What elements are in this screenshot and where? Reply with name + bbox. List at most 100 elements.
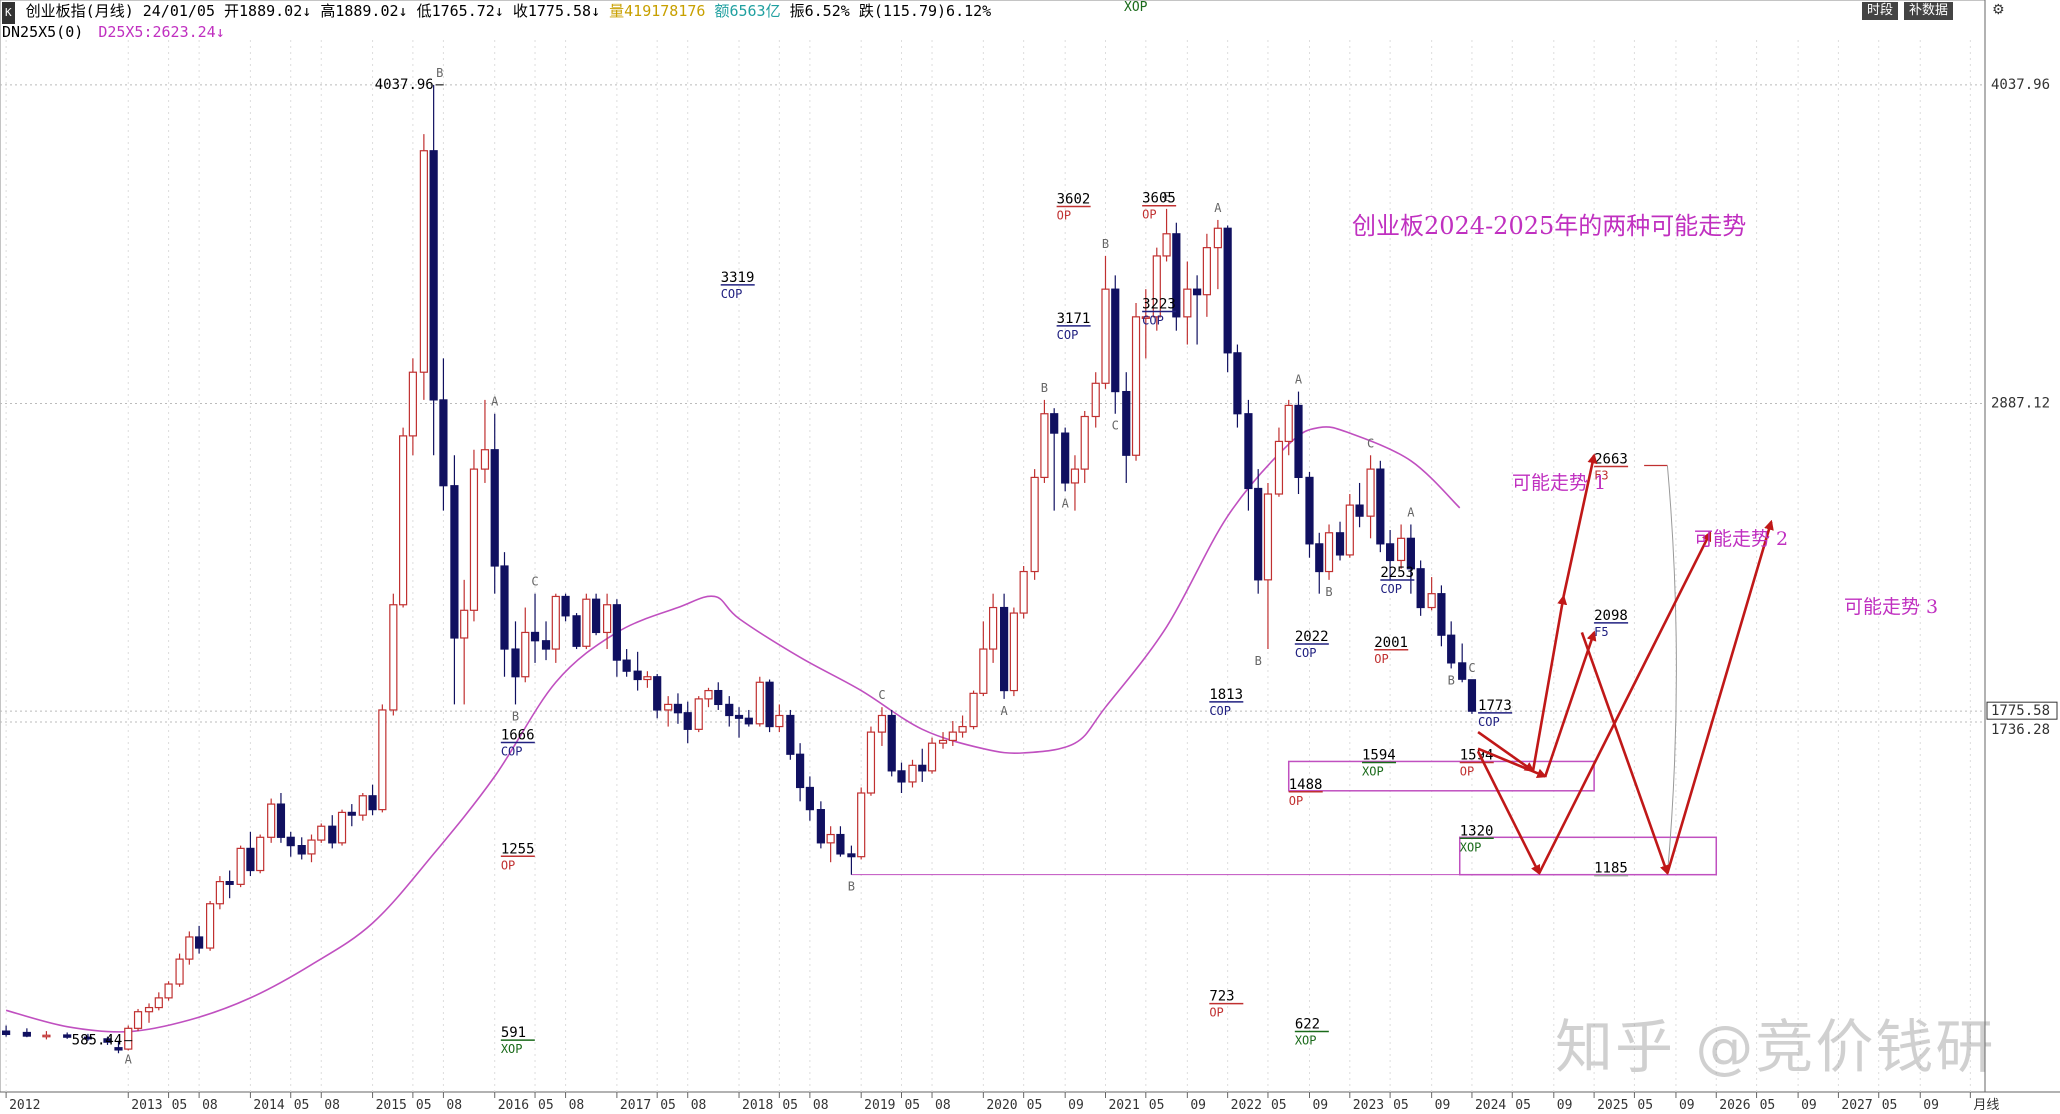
candle-body <box>1050 413 1059 434</box>
candle <box>1223 225 1232 373</box>
candle <box>347 804 356 827</box>
x-tick-label: 05 <box>1271 1098 1287 1113</box>
annotations: 4037.96585.443602OP3605OP3319COP3171COP3… <box>72 77 1629 1056</box>
candle <box>551 593 560 663</box>
ma-line <box>5 426 1461 1033</box>
quote-date: 24/01/05 <box>142 2 215 20</box>
candle-body <box>897 770 906 783</box>
candle-body <box>500 565 509 650</box>
candle <box>775 704 784 733</box>
candle <box>246 831 255 877</box>
candle-body <box>1070 468 1080 484</box>
candle-body <box>337 811 347 844</box>
candle-body <box>408 371 417 437</box>
scenario-arrow <box>1531 594 1568 772</box>
level-value: 1666 <box>501 728 535 744</box>
candle-body <box>1244 413 1253 490</box>
level-value: 1813 <box>1209 687 1243 703</box>
candle <box>378 704 387 813</box>
candle <box>103 1036 112 1045</box>
quote-amount: 额6563亿 <box>714 2 781 20</box>
candle <box>1284 399 1293 456</box>
candle <box>195 925 204 954</box>
candle-body <box>948 731 957 742</box>
candle <box>826 826 835 863</box>
candle <box>358 793 367 821</box>
candle-body <box>358 795 367 816</box>
candle-body <box>368 795 377 811</box>
candle-body <box>887 714 896 772</box>
candle-body <box>673 703 683 714</box>
candle-body <box>734 714 744 719</box>
level-type: COP <box>1057 328 1079 342</box>
level-type: OP <box>1057 209 1071 223</box>
candle <box>297 837 306 860</box>
x-tick-label: 2023 <box>1353 1098 1384 1113</box>
candle-body <box>1061 432 1070 484</box>
candle <box>42 1031 51 1040</box>
candle <box>439 358 448 511</box>
candle <box>1050 408 1059 511</box>
candle-body <box>144 1006 154 1013</box>
candle-body <box>704 689 713 700</box>
candle <box>1366 455 1375 539</box>
x-tick-label: 05 <box>782 1098 798 1113</box>
candle-body <box>1397 537 1406 562</box>
candle <box>734 707 744 738</box>
candle-body <box>1427 593 1436 609</box>
candle-body <box>643 676 652 681</box>
candle-body <box>1080 415 1089 470</box>
settings-icon[interactable]: ⚙ <box>1992 2 2005 18</box>
x-axis: 2012 2013 05 08 2014 05 08 2015 05 08 2016 05 08 2017… <box>5 1092 1999 1113</box>
wave-mark: A <box>125 1053 133 1067</box>
candle <box>256 834 265 874</box>
candle-body <box>826 833 835 844</box>
candle <box>1000 593 1009 699</box>
candle-body <box>725 703 734 717</box>
wave-mark: B <box>1041 381 1048 395</box>
candle-body <box>1040 413 1049 479</box>
candle <box>1406 524 1415 594</box>
restore-data-button[interactable]: 补数据 <box>1904 2 1954 20</box>
candle <box>755 676 764 727</box>
candle <box>612 599 621 677</box>
period-button[interactable]: 时段 <box>1862 2 1899 20</box>
quote-close: 收1775.58↓ <box>512 2 601 20</box>
target-zones <box>851 760 1718 876</box>
candle <box>1183 261 1192 345</box>
candle <box>490 413 499 594</box>
candle <box>633 651 642 691</box>
candle <box>1254 469 1263 594</box>
k-icon[interactable]: K <box>2 2 15 24</box>
scenario-arrow <box>1537 530 1712 874</box>
wave-mark: B <box>1325 585 1332 599</box>
candle-body <box>1355 504 1364 517</box>
candle <box>1141 289 1150 359</box>
candle-body <box>1019 570 1028 614</box>
quote-open: 开1889.02↓ <box>224 2 312 20</box>
candle <box>1244 399 1253 511</box>
level-value: 1773 <box>1478 698 1512 714</box>
x-tick-label: 2013 <box>131 1098 162 1113</box>
candle <box>521 607 530 683</box>
candle <box>276 793 286 843</box>
candle-body <box>664 703 673 711</box>
candle <box>714 682 723 710</box>
candle-body <box>1263 493 1273 581</box>
level-value: 2253 <box>1380 565 1414 581</box>
candle <box>948 721 957 746</box>
candle-body <box>286 836 295 847</box>
level-type: OP <box>1374 652 1388 666</box>
current-price-box <box>1986 701 2058 720</box>
x-tick-label: 月线 <box>1973 1098 1999 1113</box>
candle <box>154 992 163 1011</box>
candle <box>307 834 316 863</box>
candle <box>1355 482 1364 528</box>
candle-body <box>989 606 998 650</box>
